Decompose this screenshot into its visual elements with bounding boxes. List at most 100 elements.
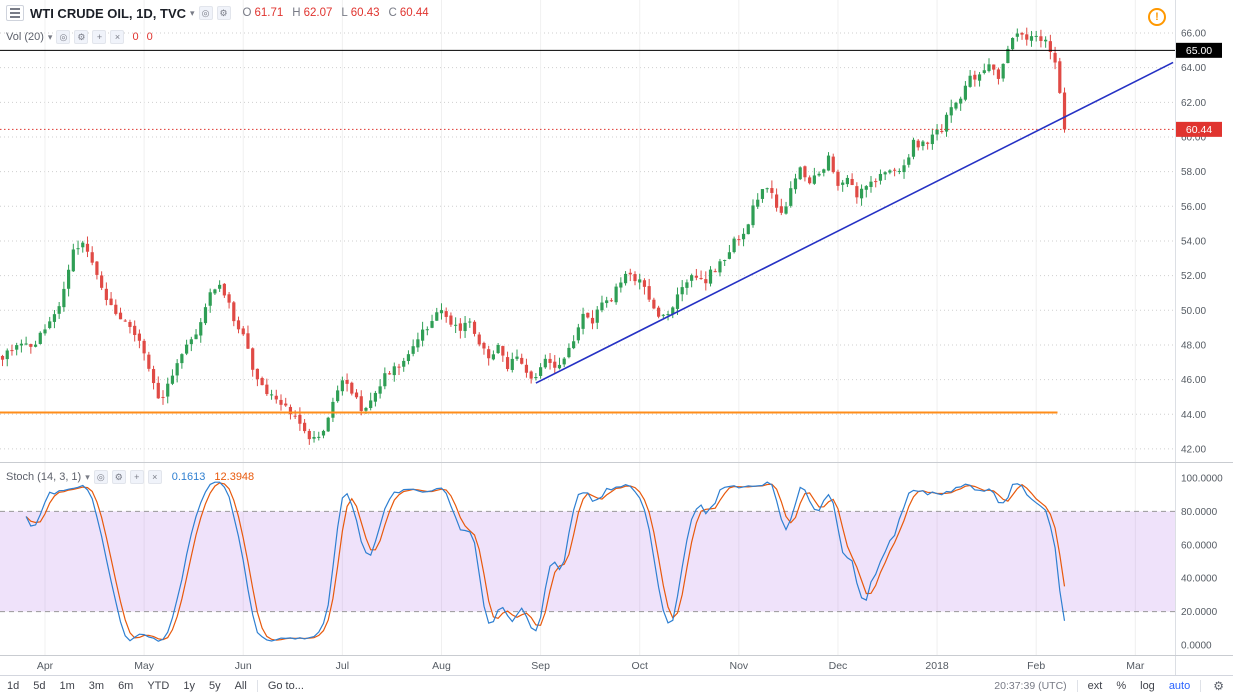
svg-text:65.00: 65.00 (1186, 45, 1212, 57)
stoch-axis-label: 80.0000 (1181, 507, 1218, 518)
plus-icon[interactable]: + (92, 30, 107, 44)
price-tag: 65.00 (1176, 42, 1222, 58)
grid (0, 0, 1175, 655)
high-value: 62.07 (303, 7, 333, 19)
price-axis-label: 58.00 (1181, 167, 1206, 178)
stoch-axis-label: 60.0000 (1181, 540, 1218, 551)
stoch-indicator-label[interactable]: Stoch (14, 3, 1) (6, 471, 82, 483)
stoch-band (0, 511, 1175, 612)
open-label: O (242, 7, 252, 19)
range-button-1d[interactable]: 1d (7, 679, 20, 692)
range-button-1y[interactable]: 1y (183, 679, 195, 692)
range-button-YTD[interactable]: YTD (147, 679, 170, 692)
volume-legend: Vol (20) ▾ ◎ ⚙ + × 0 0 (6, 30, 153, 44)
time-axis-label: Jun (235, 660, 252, 672)
toolbar-divider (256, 679, 258, 692)
log-toggle[interactable]: log (1140, 679, 1155, 692)
price-axis-label: 56.00 (1181, 202, 1206, 213)
stoch-axis-label: 100.0000 (1181, 474, 1223, 485)
settings-gear-icon[interactable]: ⚙ (1213, 678, 1224, 693)
range-toolbar: 1d 5d 1m 3m 6m YTD 1y 5y All Go to... (0, 676, 311, 695)
percent-toggle[interactable]: % (1116, 679, 1127, 692)
price-axis-label: 42.00 (1181, 444, 1206, 455)
symbol-title[interactable]: WTI CRUDE OIL, 1D, TVC (30, 5, 186, 21)
time-axis-label: Feb (1027, 660, 1045, 672)
price-axis-label: 62.00 (1181, 98, 1206, 109)
time-axis-label: Sep (531, 660, 550, 672)
close-icon[interactable]: × (147, 470, 162, 484)
price-axis-label: 44.00 (1181, 410, 1206, 421)
range-button-6m[interactable]: 6m (118, 679, 134, 692)
menu-icon[interactable] (6, 5, 24, 21)
price-axis-label: 48.00 (1181, 340, 1206, 351)
time-axis-label: Aug (432, 660, 451, 672)
symbol-legend: WTI CRUDE OIL, 1D, TVC ▾ ◎ ⚙ O 61.71 H 6… (6, 5, 435, 21)
high-label: H (292, 7, 301, 19)
trend-line[interactable] (535, 61, 1174, 384)
close-icon[interactable]: × (110, 30, 125, 44)
scale-toolbar: 20:37:39 (UTC) ext % log auto ⚙ (987, 676, 1233, 695)
time-axis-label: Dec (829, 660, 848, 672)
eye-icon[interactable]: ◎ (56, 30, 71, 44)
gear-icon[interactable]: ⚙ (74, 30, 89, 44)
close-label: C (388, 7, 397, 19)
price-axis-label: 60.00 (1181, 132, 1206, 143)
time-axis-label: Mar (1126, 660, 1145, 672)
time-axis[interactable] (0, 655, 1175, 675)
goto-button[interactable]: Go to... (267, 679, 304, 692)
candles (0, 27, 1067, 445)
time-axis-label: May (134, 660, 155, 672)
stoch-d-line (25, 482, 1066, 641)
price-chart[interactable]: 42.00 44.00 46.00 48.00 50.00 52.00 54.00 56.00… (0, 0, 1233, 675)
eye-icon[interactable]: ◎ (93, 470, 108, 484)
open-value: 61.71 (254, 7, 284, 19)
ohlc-readout: O 61.71 H 62.07 L 60.43 C 60.44 (243, 7, 435, 19)
auto-toggle[interactable]: auto (1168, 679, 1191, 692)
gear-icon[interactable]: ⚙ (111, 470, 126, 484)
bottom-toolbar: 1d 5d 1m 3m 6m YTD 1y 5y All Go to... 20:37:39 (… (0, 675, 1233, 695)
price-tag: 60.44 (1176, 121, 1222, 137)
range-button-3m[interactable]: 3m (88, 679, 105, 692)
range-button-5d[interactable]: 5d (33, 679, 46, 692)
chevron-down-icon[interactable]: ▾ (190, 7, 195, 18)
close-value: 60.44 (399, 7, 429, 19)
volume-value-2: 0 (146, 31, 153, 43)
stoch-k-line (25, 481, 1066, 642)
price-axis-label: 64.00 (1181, 63, 1206, 74)
stoch-d-value: 12.3948 (214, 471, 255, 483)
stoch-axis-label: 0.0000 (1181, 641, 1212, 652)
time-axis-label: 2018 (925, 660, 949, 672)
price-axis-label: 66.00 (1181, 29, 1206, 40)
price-axis-label: 52.00 (1181, 271, 1206, 282)
time-axis-label: Nov (729, 660, 748, 672)
settings-icon[interactable]: ⚙ (216, 6, 231, 20)
low-label: L (341, 7, 348, 19)
price-axis[interactable] (1175, 0, 1233, 655)
time-axis-label: Apr (37, 660, 54, 672)
clock[interactable]: 20:37:39 (UTC) (994, 679, 1067, 692)
price-axis-label: 54.00 (1181, 236, 1206, 247)
stoch-k-value: 0.1613 (171, 471, 206, 483)
stoch-legend: Stoch (14, 3, 1) ▾ ◎ ⚙ + × 0.1613 12.394… (6, 470, 254, 484)
pane-divider[interactable] (0, 459, 1175, 465)
svg-text:60.44: 60.44 (1186, 124, 1212, 136)
range-button-1m[interactable]: 1m (59, 679, 75, 692)
toolbar-divider (1200, 679, 1202, 692)
toolbar-divider (1076, 679, 1078, 692)
ext-toggle[interactable]: ext (1087, 679, 1103, 692)
range-button-All[interactable]: All (234, 679, 247, 692)
volume-value-1: 0 (132, 31, 139, 43)
price-axis-label: 46.00 (1181, 375, 1206, 386)
chevron-down-icon[interactable]: ▾ (85, 471, 90, 482)
alert-icon[interactable]: ! (1148, 8, 1166, 26)
low-value: 60.43 (350, 7, 380, 19)
range-button-5y[interactable]: 5y (208, 679, 221, 692)
volume-indicator-label[interactable]: Vol (20) (6, 31, 44, 43)
price-axis-label: 50.00 (1181, 306, 1206, 317)
stoch-axis-label: 20.0000 (1181, 607, 1218, 618)
time-axis-label: Oct (632, 660, 648, 672)
visibility-icon[interactable]: ◎ (198, 6, 213, 20)
plus-icon[interactable]: + (129, 470, 144, 484)
chevron-down-icon[interactable]: ▾ (47, 31, 53, 42)
